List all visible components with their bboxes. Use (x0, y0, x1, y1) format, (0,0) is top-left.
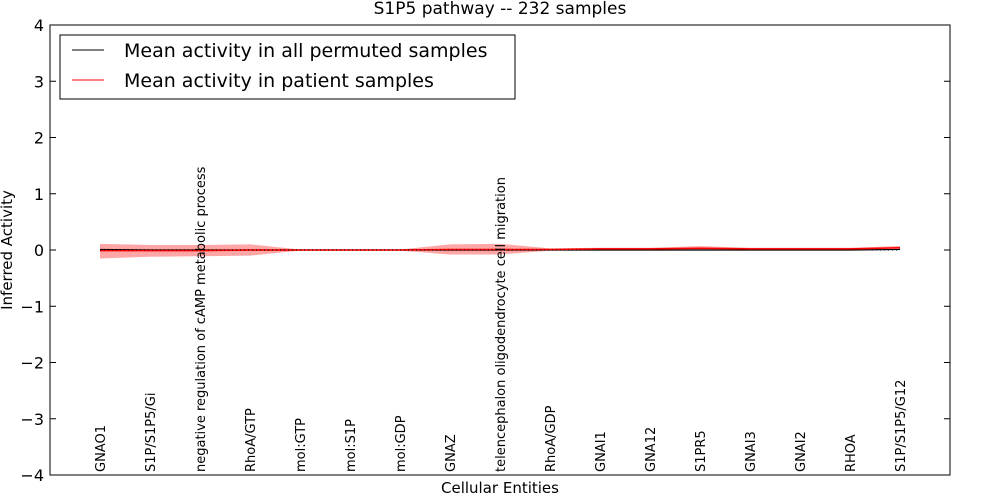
x-tick-label: negative regulation of cAMP metabolic pr… (194, 166, 209, 472)
y-tick-label: 3 (34, 72, 44, 91)
x-tick-label: GNAO1 (94, 425, 109, 472)
legend: Mean activity in all permuted samples Me… (59, 34, 516, 100)
x-tick-label: GNAZ (444, 434, 459, 472)
x-tick-label: mol:S1P (344, 419, 359, 472)
y-tick-label: −1 (20, 297, 44, 316)
x-tick-label: GNA12 (644, 427, 659, 472)
x-tick-label: GNAI1 (594, 431, 609, 472)
x-tick-label: S1P/S1P5/G12 (894, 380, 909, 472)
x-tick-label: GNAI3 (744, 431, 759, 472)
legend-label-permuted: Mean activity in all permuted samples (124, 40, 487, 62)
x-tick-label: S1P/S1P5/Gi (144, 393, 159, 472)
band-1 (100, 243, 900, 259)
y-tick-label: 0 (34, 241, 44, 260)
y-tick-label: 2 (34, 129, 44, 148)
x-tick-label: RhoA/GTP (244, 408, 259, 472)
series-line-1 (100, 247, 901, 252)
x-tick-label: RHOA (844, 434, 859, 472)
x-tick-label: mol:GTP (294, 418, 309, 472)
y-tick-label: 1 (34, 185, 44, 204)
y-tick-label: −3 (20, 410, 44, 429)
x-tick-label: telencephalon oligodendrocyte cell migra… (494, 177, 509, 472)
y-axis-label: Inferred Activity (0, 190, 16, 310)
y-tick-label: 4 (34, 16, 44, 35)
x-tick-label: S1PR5 (694, 430, 709, 472)
legend-label-patient: Mean activity in patient samples (124, 70, 434, 92)
x-axis-label: Cellular Entities (441, 479, 559, 497)
x-tick-label: GNAI2 (794, 431, 809, 472)
chart-title: S1P5 pathway -- 232 samples (374, 0, 627, 19)
y-tick-label: −2 (20, 354, 44, 373)
y-tick-label: −4 (20, 466, 44, 485)
x-tick-label: mol:GDP (394, 415, 409, 472)
x-tick-label: RhoA/GDP (544, 405, 559, 472)
